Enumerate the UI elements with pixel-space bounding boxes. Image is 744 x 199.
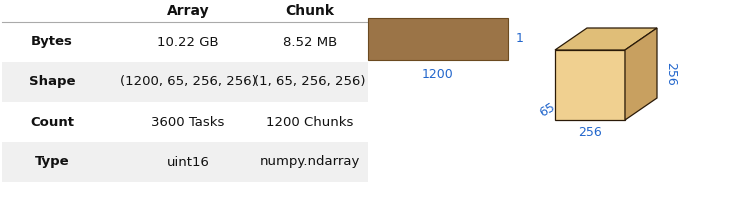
Text: (1, 65, 256, 256): (1, 65, 256, 256) bbox=[254, 75, 366, 89]
Text: Array: Array bbox=[167, 4, 209, 18]
Text: (1200, 65, 256, 256): (1200, 65, 256, 256) bbox=[120, 75, 257, 89]
Bar bbox=[2, 62, 368, 102]
Text: numpy.ndarray: numpy.ndarray bbox=[260, 155, 360, 169]
Text: 65: 65 bbox=[537, 100, 557, 120]
Text: 3600 Tasks: 3600 Tasks bbox=[151, 115, 225, 129]
Text: 1200 Chunks: 1200 Chunks bbox=[266, 115, 353, 129]
Bar bbox=[2, 102, 368, 142]
Polygon shape bbox=[625, 28, 657, 120]
Bar bbox=[368, 18, 508, 60]
Text: Type: Type bbox=[35, 155, 69, 169]
Text: Bytes: Bytes bbox=[31, 35, 73, 49]
Text: Chunk: Chunk bbox=[286, 4, 335, 18]
Text: Count: Count bbox=[30, 115, 74, 129]
Text: Shape: Shape bbox=[29, 75, 75, 89]
Polygon shape bbox=[555, 28, 657, 50]
Text: 1200: 1200 bbox=[422, 67, 454, 81]
Bar bbox=[2, 22, 368, 62]
Text: 8.52 MB: 8.52 MB bbox=[283, 35, 337, 49]
Text: 1: 1 bbox=[516, 32, 524, 46]
Text: 256: 256 bbox=[578, 126, 602, 139]
Bar bbox=[2, 142, 368, 182]
Polygon shape bbox=[555, 50, 625, 120]
Text: 10.22 GB: 10.22 GB bbox=[157, 35, 219, 49]
Text: uint16: uint16 bbox=[167, 155, 210, 169]
Text: 256: 256 bbox=[664, 62, 678, 86]
